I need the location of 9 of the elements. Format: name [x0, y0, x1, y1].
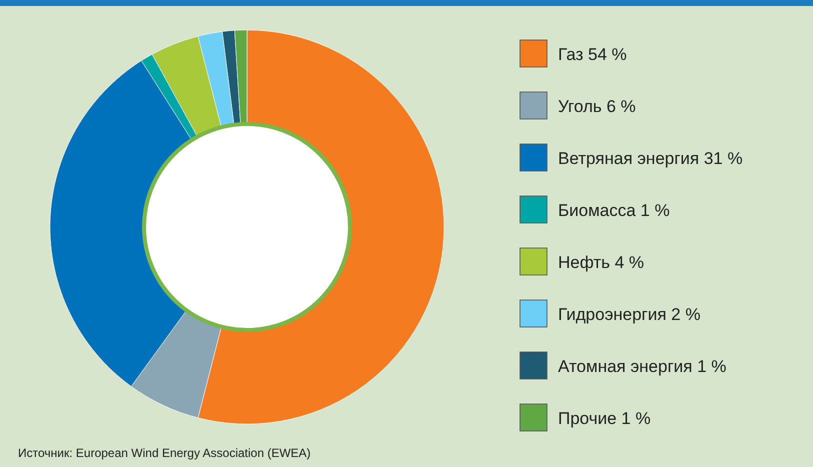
legend-label: Атомная энергия 1 % [558, 357, 726, 376]
legend-label: Гидроэнергия 2 % [558, 305, 700, 324]
legend-label: Биомасса 1 % [558, 201, 670, 220]
legend-label: Прочие 1 % [558, 409, 651, 428]
text: Источник: European Wind Energy Association (EWEA) [18, 446, 311, 460]
legend-label: Уголь 6 % [558, 97, 636, 116]
legend-label: Ветряная энергия 31 % [558, 149, 743, 168]
legend-label: Нефть 4 % [558, 253, 644, 272]
legend-label: Газ 54 % [558, 45, 627, 64]
